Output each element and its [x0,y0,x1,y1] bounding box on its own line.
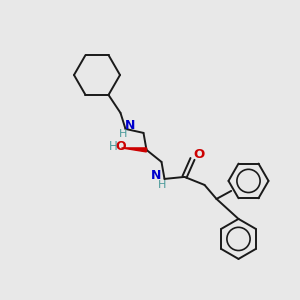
Text: O: O [115,140,126,153]
Text: N: N [125,119,136,132]
Text: H: H [158,180,167,190]
Text: H: H [119,129,128,139]
Polygon shape [122,148,147,152]
Text: N: N [151,169,162,182]
Text: O: O [194,148,205,161]
Text: H: H [109,140,118,153]
